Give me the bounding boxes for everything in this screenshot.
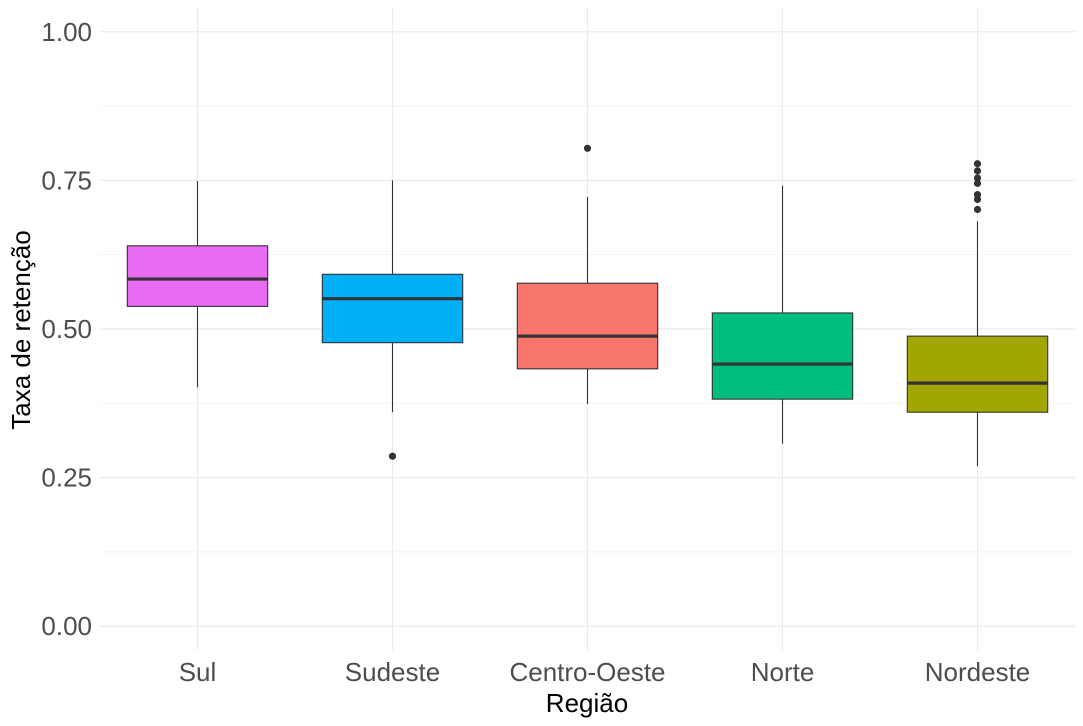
outlier-point bbox=[973, 174, 982, 182]
y-tick-label: 0.25 bbox=[41, 463, 92, 493]
box-iqr bbox=[516, 282, 659, 370]
y-tick-labels: 0.00 0.25 0.50 0.75 1.00 bbox=[41, 17, 92, 641]
x-tick-labels: Sul Sudeste Centro-Oeste Norte Nordeste bbox=[179, 657, 1031, 687]
box-centro-oeste bbox=[516, 144, 659, 404]
x-tick-label: Norte bbox=[751, 657, 815, 687]
box-norte bbox=[711, 185, 854, 444]
outlier-point bbox=[973, 191, 982, 199]
box-nordeste bbox=[906, 160, 1049, 467]
outlier-point bbox=[583, 144, 592, 152]
x-tick-label: Sul bbox=[179, 657, 217, 687]
box-sul bbox=[126, 180, 269, 388]
outlier-point bbox=[388, 452, 397, 460]
box-iqr bbox=[321, 273, 464, 344]
x-tick-label: Sudeste bbox=[345, 657, 440, 687]
y-tick-label: 0.50 bbox=[41, 314, 92, 344]
x-axis-title: Região bbox=[546, 688, 628, 718]
y-tick-label: 0.00 bbox=[41, 611, 92, 641]
outlier-point bbox=[973, 167, 982, 175]
boxes bbox=[126, 144, 1049, 467]
box-iqr bbox=[711, 312, 854, 400]
x-tick-label: Centro-Oeste bbox=[509, 657, 665, 687]
y-tick-label: 0.75 bbox=[41, 165, 92, 195]
outlier-point bbox=[973, 160, 982, 168]
y-tick-label: 1.00 bbox=[41, 17, 92, 47]
box-sudeste bbox=[321, 180, 464, 460]
box-iqr bbox=[906, 335, 1049, 413]
outlier-point bbox=[973, 205, 982, 214]
outlier-point bbox=[973, 179, 982, 187]
box-iqr bbox=[126, 245, 269, 307]
x-tick-label: Nordeste bbox=[925, 657, 1031, 687]
y-axis-title: Taxa de retenção bbox=[6, 230, 36, 429]
